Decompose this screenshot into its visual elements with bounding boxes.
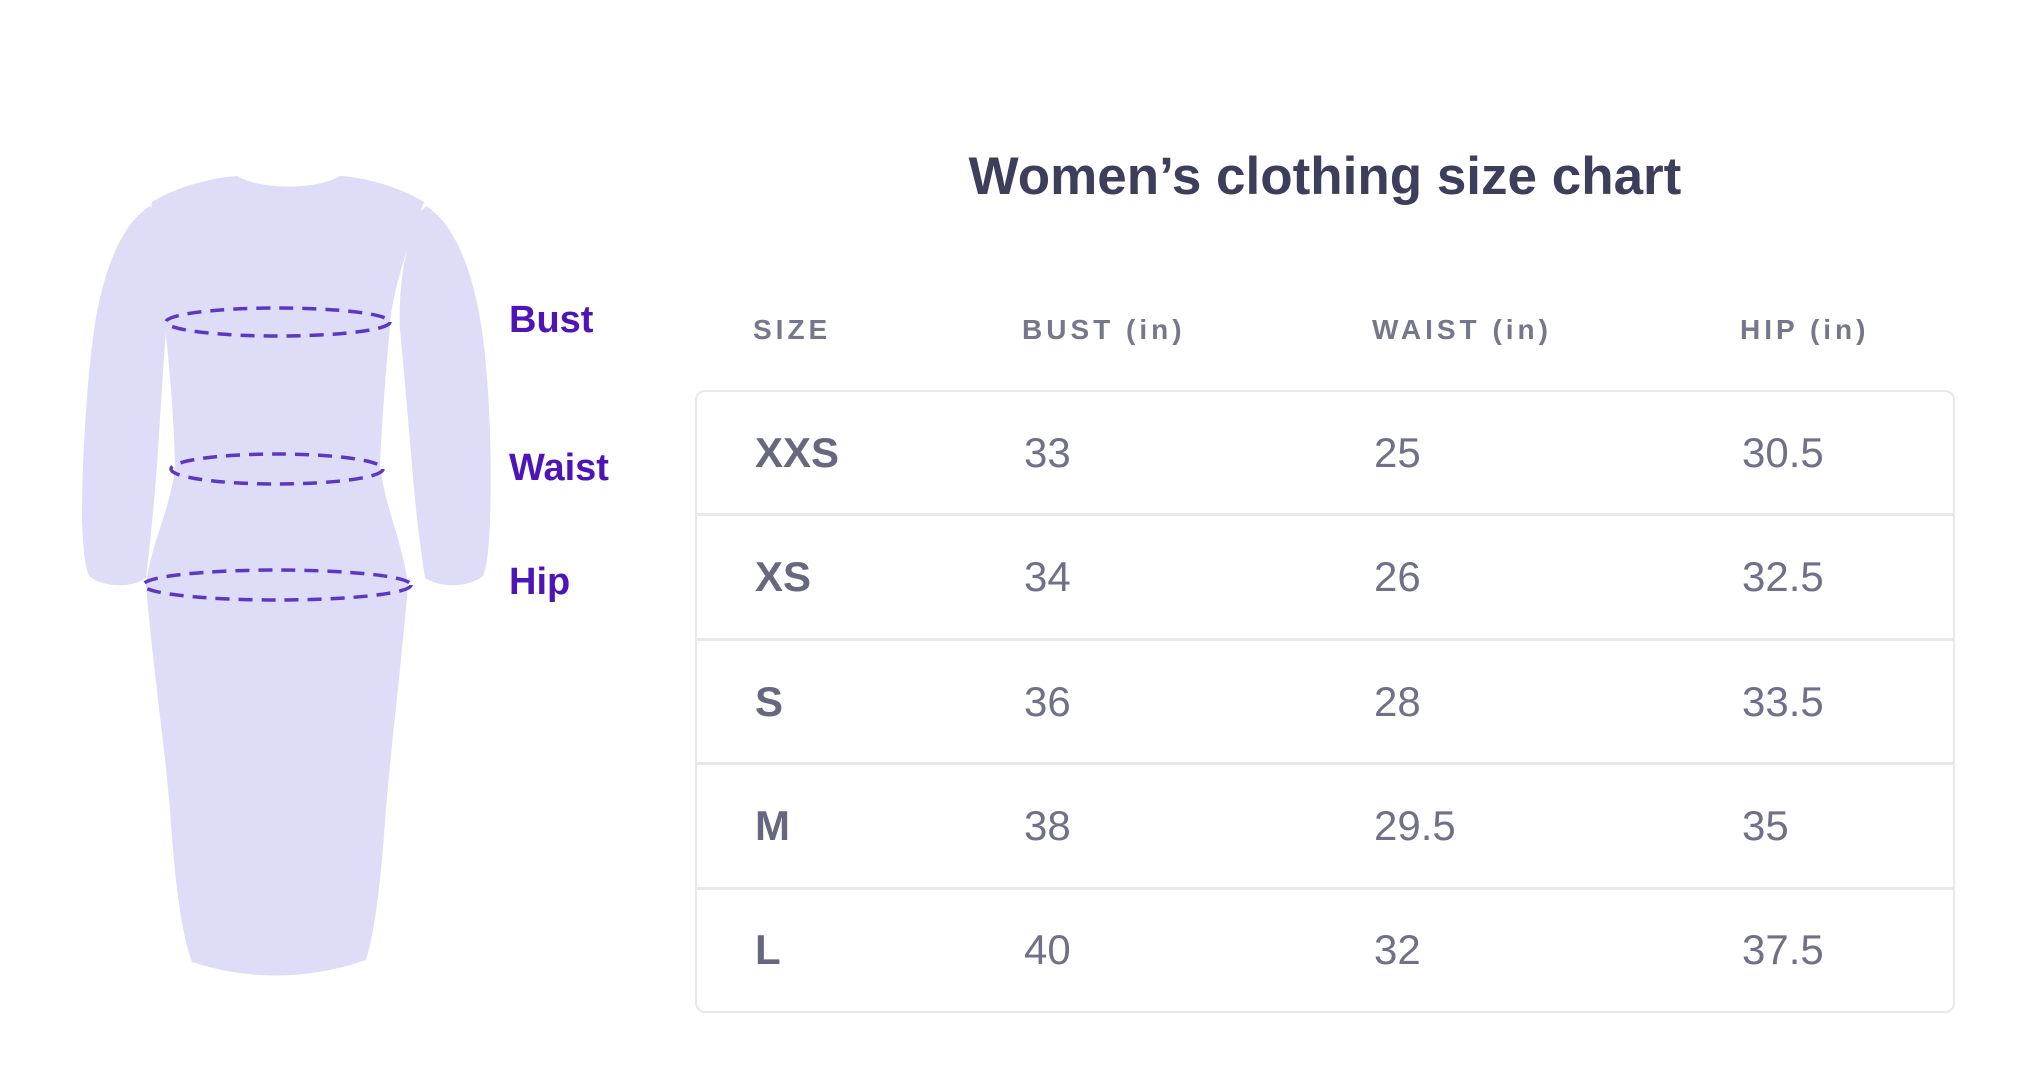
bust-cell: 38 (1024, 801, 1071, 849)
column-header-bust: BUST (in) (1022, 314, 1186, 345)
hip-cell: 37.5 (1742, 926, 1824, 974)
table-row-s: S 36 28 33.5 (697, 637, 1953, 762)
hip-label: Hip (509, 561, 571, 603)
hip-measure-line (141, 568, 413, 602)
waist-cell: 29.5 (1374, 801, 1456, 849)
size-cell: XS (755, 553, 812, 601)
waist-cell: 26 (1374, 553, 1421, 601)
bust-cell: 34 (1024, 553, 1071, 601)
bust-label: Bust (509, 299, 594, 341)
table-row-l: L 40 32 37.5 (697, 886, 1953, 1011)
table-header-row: SIZE BUST (in) WAIST (in) HIP (in) (695, 312, 1955, 348)
table-row-m: M 38 29.5 35 (697, 762, 1953, 886)
hip-cell: 30.5 (1742, 428, 1824, 476)
waist-cell: 32 (1374, 926, 1421, 974)
waist-measure-line (169, 452, 385, 486)
bust-cell: 33 (1024, 428, 1071, 476)
column-header-size: SIZE (753, 314, 832, 345)
size-cell: S (755, 677, 784, 725)
column-header-waist: WAIST (in) (1372, 314, 1552, 345)
size-cell: XXS (755, 428, 840, 476)
dress-illustration (82, 176, 491, 976)
bust-cell: 36 (1024, 677, 1071, 725)
table-row-xxs: XXS 33 25 30.5 (697, 392, 1953, 513)
size-cell: M (755, 801, 790, 849)
hip-cell: 35 (1742, 801, 1789, 849)
waist-label: Waist (509, 447, 609, 489)
hip-cell: 33.5 (1742, 677, 1824, 725)
waist-cell: 25 (1374, 428, 1421, 476)
waist-cell: 28 (1374, 677, 1421, 725)
page-title: Women’s clothing size chart (968, 147, 1682, 206)
dress-right-sleeve-shape (399, 206, 491, 586)
table-row-xs: XS 34 26 32.5 (697, 513, 1953, 637)
size-table: XXS 33 25 30.5 XS 34 26 32.5 S 36 28 33.… (695, 390, 1955, 1013)
bust-measure-line (164, 306, 392, 338)
dress-body-shape (146, 176, 424, 976)
column-header-hip: HIP (in) (1740, 314, 1870, 345)
size-cell: L (755, 926, 781, 974)
hip-cell: 32.5 (1742, 553, 1824, 601)
dress-left-sleeve-shape (82, 206, 167, 586)
bust-cell: 40 (1024, 926, 1071, 974)
